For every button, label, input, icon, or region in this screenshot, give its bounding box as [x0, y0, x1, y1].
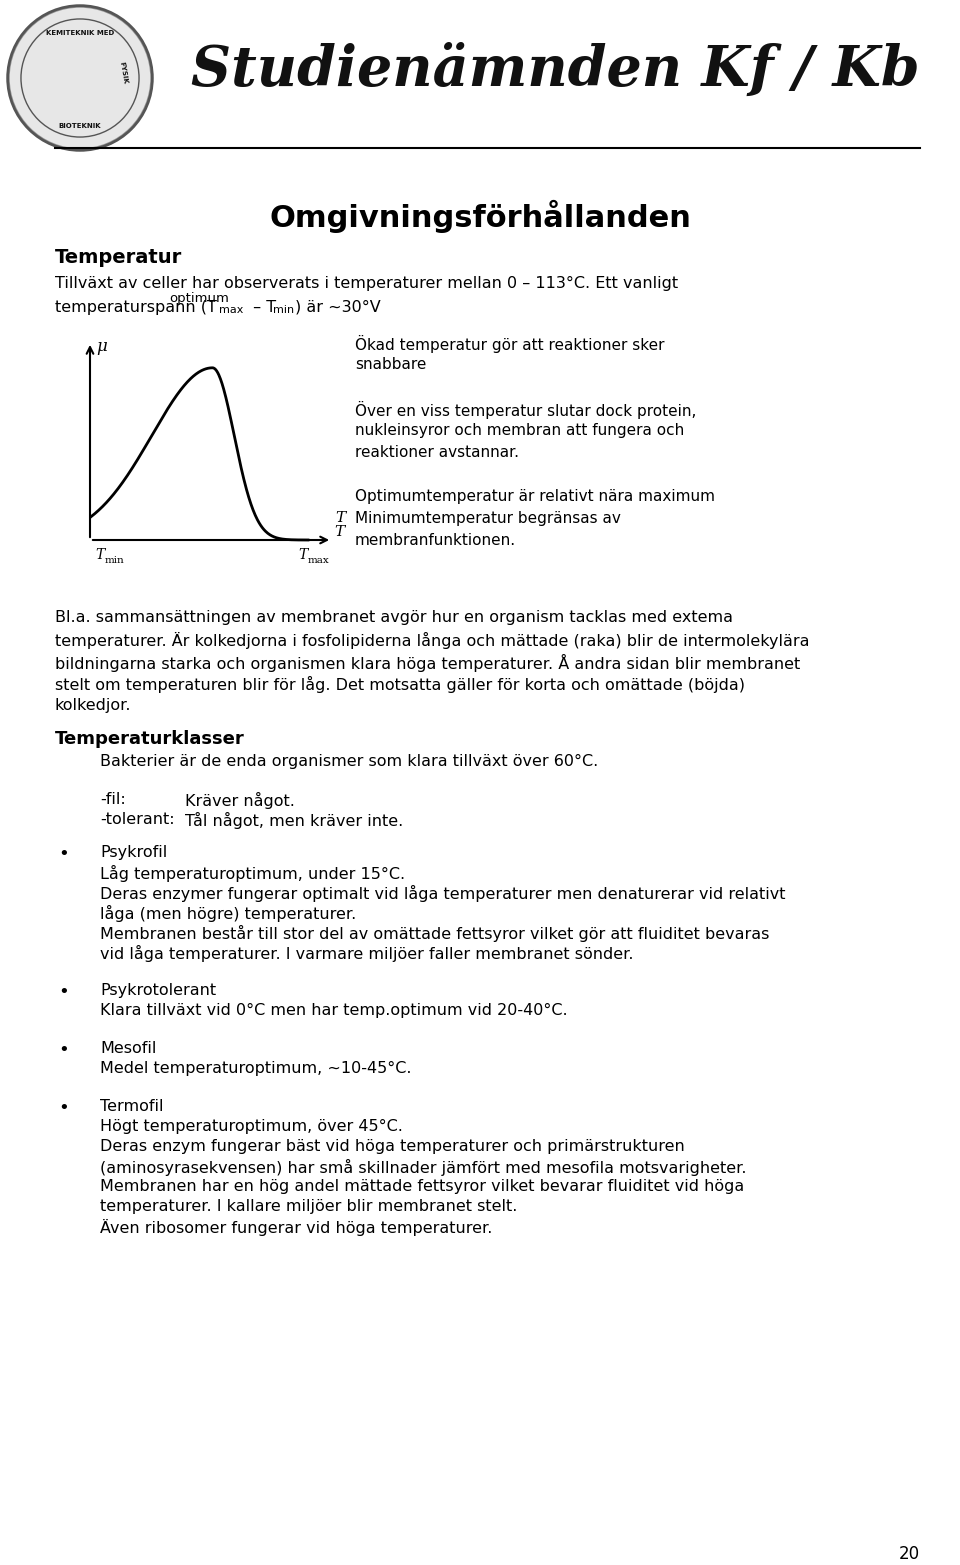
Text: Ökad temperatur gör att reaktioner sker: Ökad temperatur gör att reaktioner sker [355, 335, 664, 354]
Text: BIOTEKNIK: BIOTEKNIK [59, 122, 102, 128]
Text: Deras enzym fungerar bäst vid höga temperaturer och primärstrukturen: Deras enzym fungerar bäst vid höga tempe… [100, 1139, 684, 1153]
Text: Bakterier är de enda organismer som klara tillväxt över 60°C.: Bakterier är de enda organismer som klar… [100, 754, 598, 768]
Text: max: max [219, 305, 244, 315]
Text: bildningarna starka och organismen klara höga temperaturer. Å andra sidan blir m: bildningarna starka och organismen klara… [55, 654, 801, 671]
Text: μ: μ [96, 338, 107, 355]
Text: •: • [58, 1041, 69, 1060]
Text: temperaturer. I kallare miljöer blir membranet stelt.: temperaturer. I kallare miljöer blir mem… [100, 1199, 517, 1214]
Text: ) är ~30°V: ) är ~30°V [295, 300, 381, 315]
Text: T: T [95, 548, 105, 562]
Text: Temperatur: Temperatur [55, 247, 182, 268]
Text: T: T [298, 548, 307, 562]
Text: Tål något, men kräver inte.: Tål något, men kräver inte. [185, 812, 403, 829]
Text: Högt temperaturoptimum, över 45°C.: Högt temperaturoptimum, över 45°C. [100, 1119, 403, 1135]
Text: FYSIK: FYSIK [118, 61, 128, 85]
Text: temperaturspann (T: temperaturspann (T [55, 300, 217, 315]
Text: max: max [308, 556, 329, 565]
Text: KEMITEKNIK MED: KEMITEKNIK MED [46, 30, 114, 36]
Text: Membranen består till stor del av omättade fettsyror vilket gör att fluiditet be: Membranen består till stor del av omätta… [100, 925, 769, 942]
Text: Studienämnden Kf / Kb: Studienämnden Kf / Kb [191, 42, 920, 97]
Text: T: T [335, 512, 346, 524]
Text: Omgivningsförhållanden: Omgivningsförhållanden [269, 200, 691, 233]
Text: reaktioner avstannar.: reaktioner avstannar. [355, 444, 519, 460]
Text: •: • [58, 845, 69, 862]
Text: Psykrotolerant: Psykrotolerant [100, 983, 216, 998]
Text: snabbare: snabbare [355, 357, 426, 372]
Text: Membranen har en hög andel mättade fettsyror vilket bevarar fluiditet vid höga: Membranen har en hög andel mättade fetts… [100, 1178, 744, 1194]
Text: •: • [58, 1099, 69, 1117]
Text: T: T [334, 524, 344, 538]
Text: Även ribosomer fungerar vid höga temperaturer.: Även ribosomer fungerar vid höga tempera… [100, 1219, 492, 1236]
Text: Minimumtemperatur begränsas av: Minimumtemperatur begränsas av [355, 512, 621, 526]
Text: Över en viss temperatur slutar dock protein,: Över en viss temperatur slutar dock prot… [355, 401, 696, 419]
Text: •: • [58, 983, 69, 1002]
Text: Klara tillväxt vid 0°C men har temp.optimum vid 20-40°C.: Klara tillväxt vid 0°C men har temp.opti… [100, 1003, 567, 1017]
Text: optimum: optimum [170, 293, 229, 305]
Text: Mesofil: Mesofil [100, 1041, 156, 1056]
Text: Medel temperaturoptimum, ~10-45°C.: Medel temperaturoptimum, ~10-45°C. [100, 1061, 412, 1077]
Text: låga (men högre) temperaturer.: låga (men högre) temperaturer. [100, 905, 356, 922]
Text: Termofil: Termofil [100, 1099, 163, 1114]
Text: nukleinsyror och membran att fungera och: nukleinsyror och membran att fungera och [355, 423, 684, 438]
Text: min: min [273, 305, 294, 315]
Text: Kräver något.: Kräver något. [185, 792, 295, 809]
Text: Bl.a. sammansättningen av membranet avgör hur en organism tacklas med extema: Bl.a. sammansättningen av membranet avgö… [55, 610, 733, 624]
Text: temperaturer. Är kolkedjorna i fosfolipiderna långa och mättade (raka) blir de i: temperaturer. Är kolkedjorna i fosfolipi… [55, 632, 809, 649]
Text: Optimumtemperatur är relativt nära maximum: Optimumtemperatur är relativt nära maxim… [355, 488, 715, 504]
Text: Tillväxt av celler har observerats i temperaturer mellan 0 – 113°C. Ett vanligt: Tillväxt av celler har observerats i tem… [55, 275, 678, 291]
Text: min: min [105, 556, 125, 565]
Text: -tolerant:: -tolerant: [100, 812, 175, 826]
Text: Deras enzymer fungerar optimalt vid låga temperaturer men denaturerar vid relati: Deras enzymer fungerar optimalt vid låga… [100, 884, 785, 901]
Text: vid låga temperaturer. I varmare miljöer faller membranet sönder.: vid låga temperaturer. I varmare miljöer… [100, 945, 634, 962]
Text: (aminosyrasekvensen) har små skillnader jämfört med mesofila motsvarigheter.: (aminosyrasekvensen) har små skillnader … [100, 1160, 747, 1175]
Text: Låg temperaturoptimum, under 15°C.: Låg temperaturoptimum, under 15°C. [100, 865, 405, 883]
Text: -fil:: -fil: [100, 792, 126, 808]
Circle shape [9, 6, 151, 149]
Text: Psykrofil: Psykrofil [100, 845, 167, 861]
Text: – T: – T [248, 300, 276, 315]
Text: kolkedjor.: kolkedjor. [55, 698, 132, 714]
Text: membranfunktionen.: membranfunktionen. [355, 534, 516, 548]
Text: Temperaturklasser: Temperaturklasser [55, 729, 245, 748]
Text: stelt om temperaturen blir för låg. Det motsatta gäller för korta och omättade (: stelt om temperaturen blir för låg. Det … [55, 676, 745, 693]
Text: 20: 20 [899, 1545, 920, 1563]
